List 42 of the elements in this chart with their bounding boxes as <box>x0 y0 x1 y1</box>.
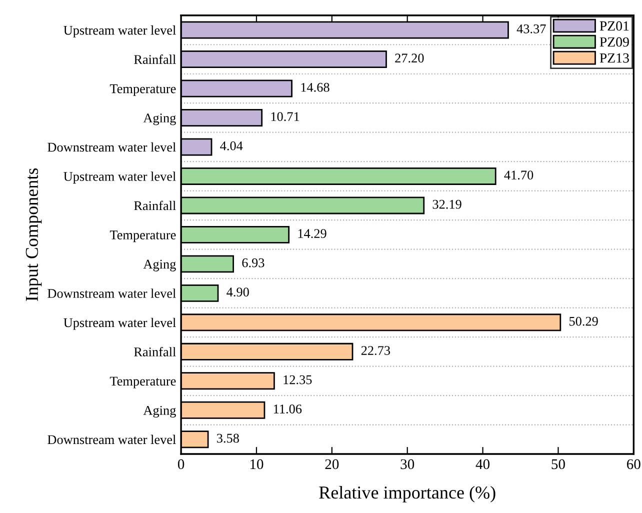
data-label: 22.73 <box>361 346 390 356</box>
data-label: 41.70 <box>504 170 534 180</box>
x-tick-label: 30 <box>400 459 414 470</box>
data-label: 3.58 <box>217 434 239 443</box>
x-tick-label: 10 <box>250 459 264 470</box>
y-tick-label: Rainfall <box>134 54 176 64</box>
y-tick-label: Downstream water level <box>48 288 176 298</box>
y-tick-label: Rainfall <box>134 200 176 210</box>
x-tick-label: 40 <box>476 459 490 470</box>
data-label: 4.04 <box>220 141 243 150</box>
y-tick-label: Upstream water level <box>64 172 176 184</box>
y-tick-label: Aging <box>143 260 176 272</box>
y-tick-label: Upstream water level <box>64 318 176 330</box>
x-tick-label: 20 <box>325 459 339 470</box>
data-label: 14.29 <box>298 229 326 238</box>
data-label: 6.93 <box>242 258 264 268</box>
legend-label: PZ01 <box>600 21 629 31</box>
y-tick-label: Aging <box>143 406 176 418</box>
y-tick-label: Aging <box>143 114 176 126</box>
data-label: 50.29 <box>570 316 598 326</box>
y-tick-label: Rainfall <box>134 346 176 356</box>
legend-label: PZ09 <box>600 37 629 47</box>
data-label: 11.06 <box>274 404 302 414</box>
y-axis-title: Input Components <box>26 168 42 301</box>
y-tick-label: Downstream water level <box>48 142 176 152</box>
data-label: 27.20 <box>395 54 424 63</box>
y-tick-label: Temperature <box>110 376 176 388</box>
y-tick-label: Upstream water level <box>64 25 176 38</box>
data-label: 10.71 <box>271 112 300 122</box>
data-label: 43.37 <box>516 24 546 34</box>
x-axis-title: Relative importance (%) <box>319 486 496 502</box>
y-tick-label: Temperature <box>110 84 176 96</box>
y-tick-label: Temperature <box>110 230 176 242</box>
legend-label: PZ13 <box>600 53 629 63</box>
y-tick-label: Downstream water level <box>48 434 176 444</box>
data-label: 32.19 <box>432 200 462 209</box>
x-tick-label: 60 <box>626 459 640 470</box>
x-tick-label: 0 <box>178 459 184 470</box>
data-label: 12.35 <box>284 375 312 384</box>
data-label: 14.68 <box>301 82 330 92</box>
data-label: 4.90 <box>226 288 249 297</box>
x-tick-label: 50 <box>552 459 565 470</box>
